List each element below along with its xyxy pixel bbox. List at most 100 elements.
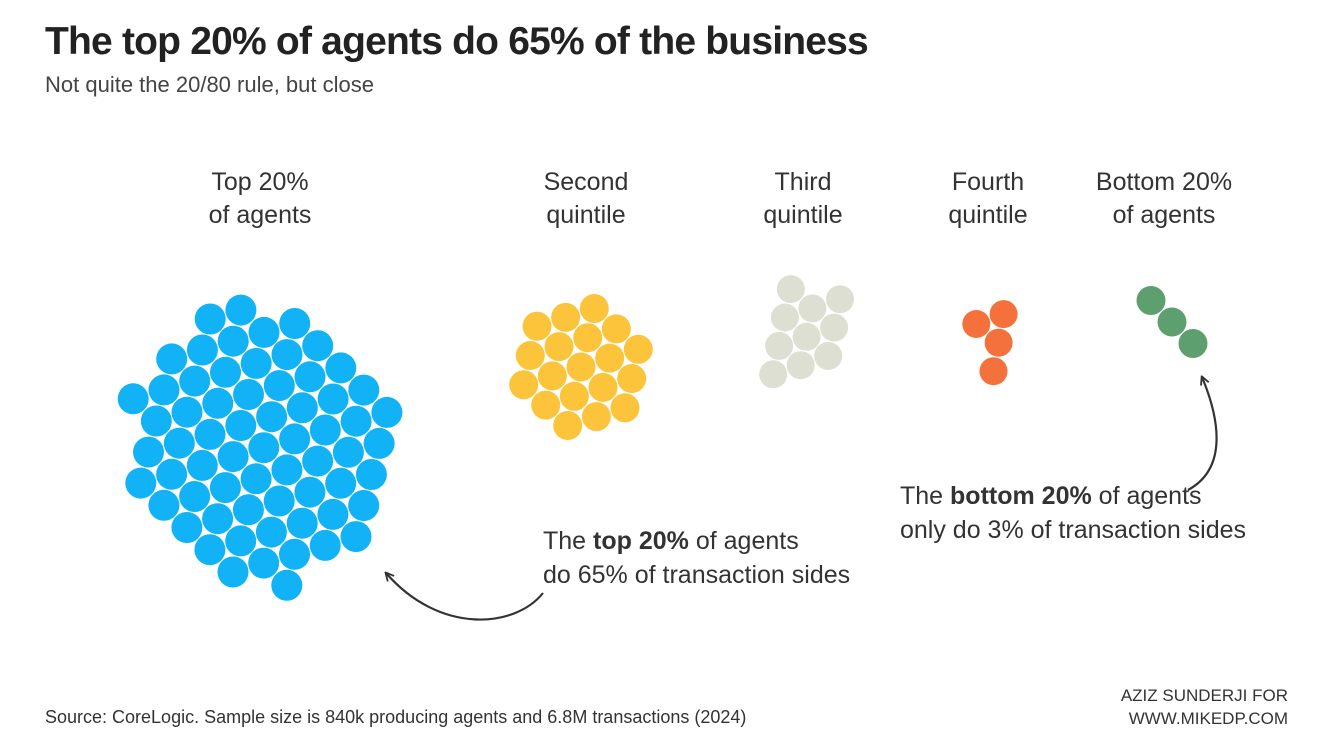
dot-top-2 bbox=[225, 410, 257, 441]
annotation-bottom-line1: The bottom 20% of agents bbox=[900, 479, 1246, 513]
dot-top-19 bbox=[232, 494, 264, 526]
dot-fourth-3 bbox=[979, 357, 1008, 386]
group-label-second-line1: Second bbox=[543, 168, 629, 196]
annotation-bottom-bold: bottom 20% bbox=[950, 482, 1092, 510]
dot-fourth-4 bbox=[962, 310, 991, 338]
dot-top-46 bbox=[363, 427, 395, 459]
dot-top-16 bbox=[309, 414, 341, 446]
dot-top-53 bbox=[194, 534, 226, 566]
dot-top-18 bbox=[263, 370, 295, 402]
dot-third-2 bbox=[770, 303, 799, 332]
dots-layer bbox=[117, 275, 1208, 601]
group-label-top-line1: Top 20% bbox=[211, 168, 309, 196]
group-label-fourth: Fourth quintile bbox=[888, 166, 1088, 232]
dot-top-51 bbox=[348, 374, 380, 406]
dot-bottom-1 bbox=[1157, 307, 1187, 337]
dot-third-7 bbox=[820, 313, 849, 342]
dot-top-39 bbox=[279, 538, 310, 570]
dot-top-20 bbox=[210, 356, 241, 388]
dot-top-52 bbox=[148, 489, 180, 521]
group-label-bottom-line2: of agents bbox=[1112, 201, 1216, 229]
dot-top-1 bbox=[248, 432, 280, 464]
dot-top-36 bbox=[179, 365, 211, 397]
dot-second-1 bbox=[566, 352, 596, 382]
annotation-top-line2: do 65% of transaction sides bbox=[543, 561, 851, 589]
group-label-third: Third quintile bbox=[703, 166, 903, 232]
dot-top-40 bbox=[140, 405, 172, 437]
dot-top-61 bbox=[217, 556, 249, 588]
dot-top-14 bbox=[202, 387, 234, 419]
dot-top-55 bbox=[309, 529, 341, 561]
group-label-second-line2: quintile bbox=[546, 201, 626, 229]
credit: AZIZ SUNDERJI FOR WWW.MIKEDP.COM bbox=[1121, 684, 1288, 730]
dot-top-30 bbox=[179, 481, 211, 512]
dot-second-16 bbox=[509, 370, 539, 400]
annotation-bottom-line2: only do 3% of transaction sides bbox=[900, 516, 1247, 544]
dot-second-3 bbox=[573, 323, 603, 353]
dot-second-8 bbox=[551, 302, 581, 332]
annotation-top-bold: top 20% bbox=[593, 527, 689, 555]
annotation-arrow-bottom bbox=[1187, 377, 1218, 491]
chart-title: The top 20% of agents do 65% of the busi… bbox=[45, 20, 869, 63]
dot-top-15 bbox=[186, 449, 218, 481]
dot-top-29 bbox=[317, 383, 349, 415]
annotation-top-pre: The bbox=[543, 527, 594, 555]
credit-line1: AZIZ SUNDERJI FOR bbox=[1120, 686, 1288, 705]
dot-fourth-2 bbox=[989, 300, 1018, 329]
dot-top-4 bbox=[279, 423, 311, 455]
dot-top-10 bbox=[194, 418, 226, 450]
dot-second-14 bbox=[522, 311, 552, 341]
dot-bottom-3 bbox=[1178, 329, 1208, 358]
dot-top-45 bbox=[133, 436, 164, 468]
group-label-bottom: Bottom 20% of agents bbox=[1064, 166, 1264, 232]
dot-top-63 bbox=[271, 569, 303, 601]
dot-top-35 bbox=[225, 525, 257, 557]
dot-top-26 bbox=[255, 516, 287, 548]
dot-top-65 bbox=[117, 383, 149, 415]
group-label-third-line1: Third bbox=[774, 168, 832, 196]
dot-top-56 bbox=[156, 343, 188, 375]
dot-top-38 bbox=[217, 325, 249, 357]
dot-third-9 bbox=[759, 360, 788, 389]
dot-top-11 bbox=[302, 445, 334, 477]
dot-top-47 bbox=[348, 490, 380, 521]
dot-second-10 bbox=[515, 341, 545, 370]
dot-top-59 bbox=[340, 521, 372, 553]
dot-top-9 bbox=[263, 485, 295, 517]
dot-top-50 bbox=[302, 330, 334, 362]
dot-third-5 bbox=[814, 342, 843, 370]
group-label-top: Top 20% of agents bbox=[160, 166, 360, 232]
dot-top-58 bbox=[371, 396, 403, 428]
dot-second-5 bbox=[595, 343, 625, 373]
dot-second-15 bbox=[579, 294, 609, 323]
annotation-bottom-post: of agents bbox=[1091, 482, 1202, 510]
dot-third-10 bbox=[776, 275, 805, 304]
group-label-fourth-line2: quintile bbox=[948, 201, 1028, 229]
dot-second-6 bbox=[559, 381, 589, 411]
annotation-bottom-pre: The bbox=[900, 482, 951, 510]
dot-top-43 bbox=[171, 512, 203, 543]
dot-second-2 bbox=[544, 332, 574, 362]
dot-top-6 bbox=[256, 401, 288, 433]
dot-top-32 bbox=[271, 339, 303, 371]
source-note: Source: CoreLogic. Sample size is 840k p… bbox=[45, 707, 747, 727]
annotation-bottom: The bottom 20% of agents only do 3% of t… bbox=[900, 479, 1246, 547]
dot-top-13 bbox=[209, 472, 241, 504]
annotation-top-post: of agents bbox=[688, 527, 799, 555]
dot-top-49 bbox=[248, 316, 280, 348]
dot-top-48 bbox=[186, 334, 218, 366]
dot-top-33 bbox=[156, 458, 188, 490]
group-label-fourth-line1: Fourth bbox=[951, 168, 1025, 196]
dot-top-64 bbox=[194, 303, 226, 335]
dot-top-41 bbox=[355, 459, 387, 490]
dot-top-44 bbox=[148, 374, 180, 406]
group-label-bottom-line1: Bottom 20% bbox=[1095, 168, 1233, 196]
dot-top-8 bbox=[233, 379, 264, 410]
dot-top-7 bbox=[240, 463, 272, 495]
dot-top-62 bbox=[225, 294, 257, 326]
dot-top-42 bbox=[325, 352, 357, 384]
dot-third-6 bbox=[765, 331, 794, 360]
dot-top-27 bbox=[286, 507, 318, 539]
annotation-arrow-top bbox=[386, 573, 544, 621]
dot-top-37 bbox=[317, 498, 349, 530]
